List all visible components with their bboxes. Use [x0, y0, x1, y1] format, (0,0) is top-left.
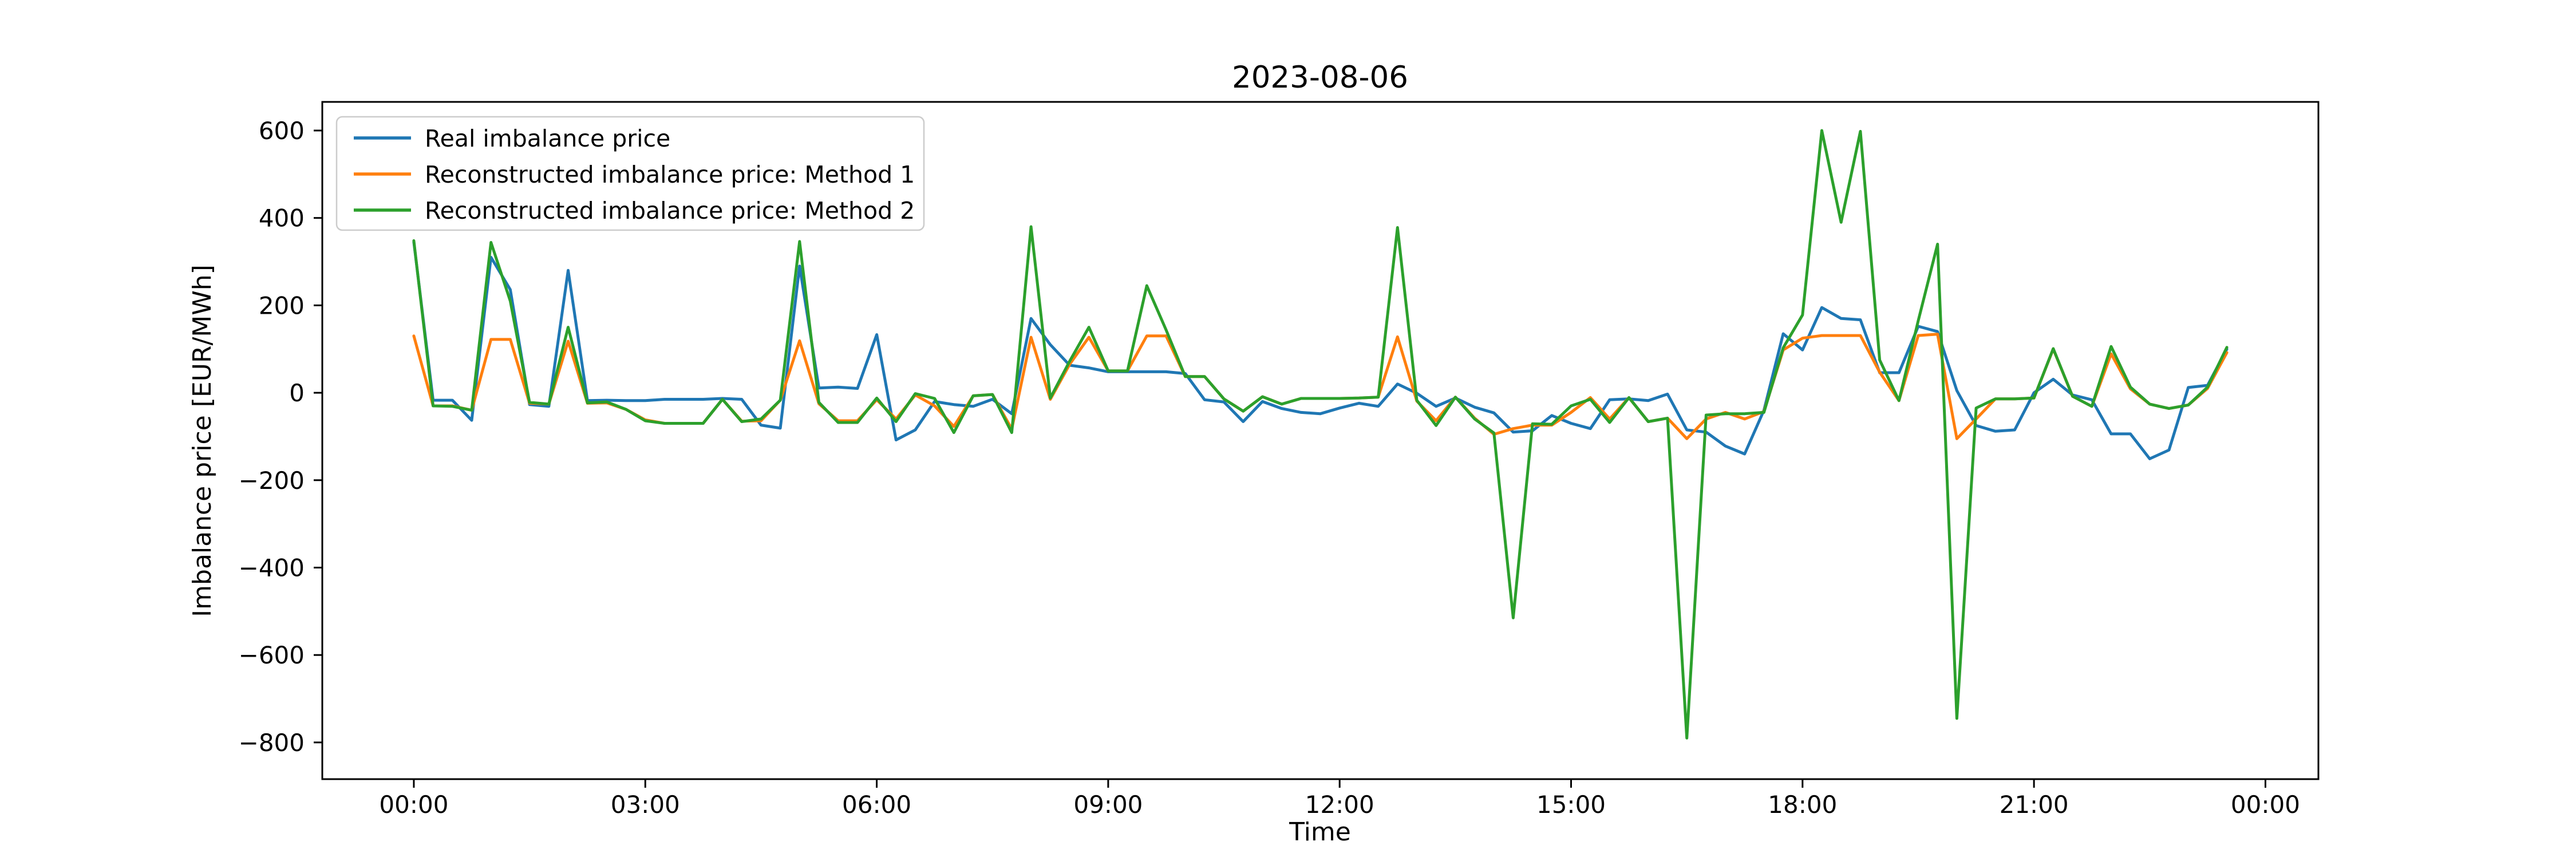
series-line-real-imbalance-price: [412, 240, 2229, 460]
y-axis-label: Imbalance price [EUR/MWh]: [188, 264, 217, 617]
x-tick-label: 21:00: [2000, 791, 2069, 819]
y-tick-label: 200: [259, 291, 305, 319]
x-tick-label: 12:00: [1305, 791, 1374, 819]
x-tick-label: 03:00: [611, 791, 680, 819]
x-tick-label: 09:00: [1073, 791, 1143, 819]
y-tick-label: 600: [259, 117, 305, 145]
y-tick-label: −800: [239, 729, 305, 757]
y-tick-label: 0: [289, 379, 305, 407]
legend-entry: Reconstructed imbalance price: Method 2: [354, 197, 915, 224]
x-tick-label: 00:00: [379, 791, 448, 819]
chart-title: 2023-08-06: [1232, 60, 1408, 95]
x-tick-label: 15:00: [1536, 791, 1606, 819]
x-tick-label: 18:00: [1768, 791, 1837, 819]
legend: Real imbalance price Reconstructed imbal…: [335, 116, 925, 231]
series-line-reconstructed-imbalance-price-method-2: [412, 129, 2229, 740]
axes-border: [321, 101, 2320, 780]
y-tick-label: −200: [239, 467, 305, 495]
legend-label: Real imbalance price: [425, 125, 670, 152]
x-tick-label: 06:00: [842, 791, 911, 819]
x-tick-label: 00:00: [2231, 791, 2300, 819]
y-tick-label: 400: [259, 204, 305, 232]
x-axis-label: Time: [1289, 817, 1351, 847]
legend-label: Reconstructed imbalance price: Method 1: [425, 161, 915, 188]
legend-label: Reconstructed imbalance price: Method 2: [425, 197, 915, 224]
y-tick-label: −400: [239, 554, 305, 582]
legend-frame: [335, 116, 925, 231]
legend-entry: Reconstructed imbalance price: Method 1: [354, 161, 915, 188]
y-tick-label: −600: [239, 641, 305, 669]
legend-entry: Real imbalance price: [354, 125, 670, 152]
